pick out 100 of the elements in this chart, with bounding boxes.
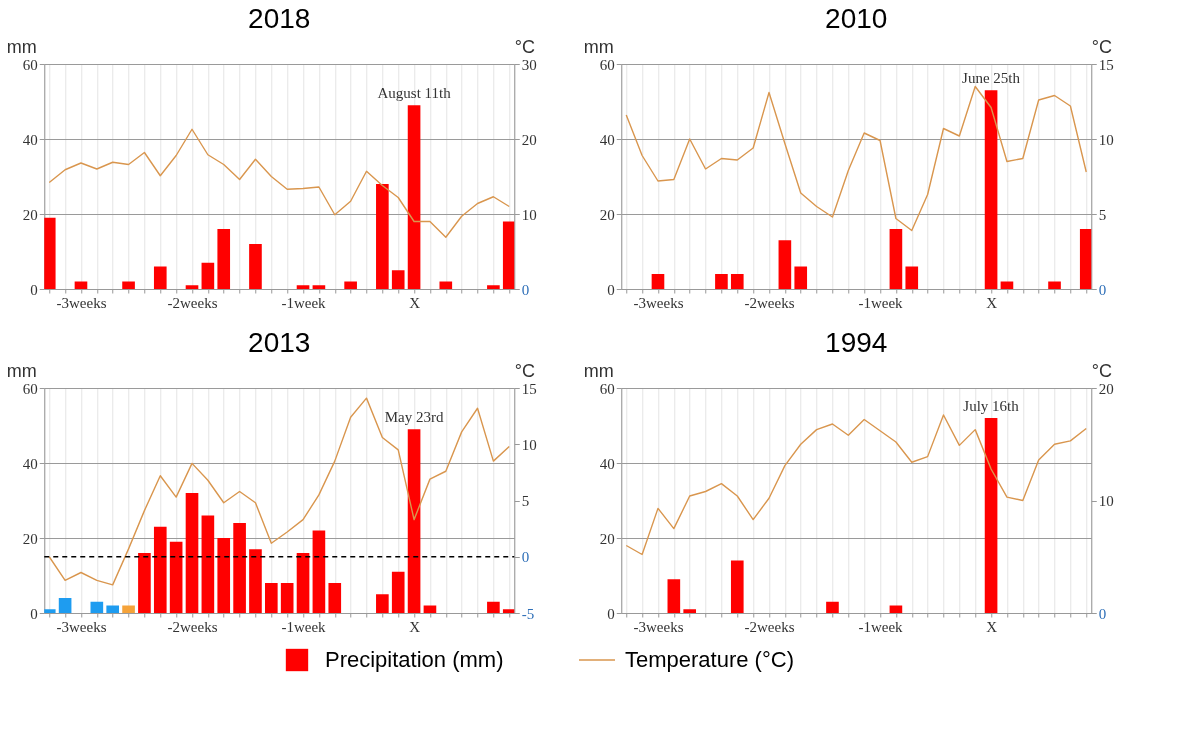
y-tick-label: 60 [22,56,38,73]
bar [1079,229,1092,289]
bar [185,285,199,289]
chart-title: 2010 [825,3,888,34]
line-series [48,397,510,586]
y2-tick-label: 0 [521,549,530,566]
y-tick-label: 60 [599,56,615,73]
chart-title: 2018 [248,3,311,34]
chart-title: 1994 [825,327,888,358]
y2-axis-title: °C [514,360,535,381]
y2-tick-label: -5 [521,605,535,622]
bar [407,429,421,613]
x-tick-label: -3weeks [633,294,684,311]
line-series [625,414,1087,556]
bar [984,90,998,289]
bar [185,493,199,613]
y2-tick-label: 15 [1098,56,1114,73]
x-tick-label: -3weeks [56,618,107,635]
legend-label: Temperature (°C) [625,647,794,672]
bar [778,240,792,289]
y2-axis-title: °C [514,36,535,57]
y2-tick-label: 10 [521,436,537,453]
bar [312,530,326,613]
y-tick-label: 0 [30,281,38,298]
x-tick-label: -3weeks [56,294,107,311]
bar [90,601,104,613]
y2-tick-label: 0 [521,281,530,298]
bar [122,605,135,613]
legend-label: Precipitation (mm) [325,647,504,672]
y-axis-title: mm [6,360,37,381]
bar [439,281,453,289]
bar [905,266,919,289]
y2-tick-label: 20 [521,131,537,148]
bar [794,266,808,289]
x-tick-label: X [409,618,421,635]
y2-tick-label: 15 [521,380,537,397]
bar [730,274,744,289]
bar [502,221,515,289]
annotation: July 16th [963,398,1020,414]
y-tick-label: 20 [22,530,38,547]
x-tick-label: X [986,618,998,635]
y2-tick-label: 0 [1098,281,1107,298]
y2-tick-label: 10 [1098,131,1114,148]
bar [153,266,167,289]
bar [984,418,998,613]
bar [502,609,515,613]
bar [44,609,56,613]
bar [730,560,744,613]
bar [201,262,215,289]
bar [487,601,500,613]
bar [715,274,728,289]
bar [407,105,421,289]
annotation: August 11th [377,85,452,102]
bar [667,579,681,613]
bar [265,583,278,613]
bar [391,571,405,613]
bar [249,549,262,613]
bar [233,523,246,613]
bar [153,526,167,613]
y-tick-label: 0 [607,605,615,622]
y2-tick-label: 10 [1098,493,1114,509]
y2-tick-label: 5 [1098,206,1107,223]
x-tick-label: -1week [281,618,327,635]
x-tick-label: -1week [858,618,904,635]
y-axis-title: mm [583,360,614,381]
y2-tick-label: 30 [521,56,537,73]
x-tick-label: -1week [281,294,327,311]
y-tick-label: 40 [599,131,615,148]
annotation: May 23rd [384,409,444,426]
y-tick-label: 20 [22,206,38,223]
y-tick-label: 40 [22,131,38,148]
bar [683,609,697,613]
bar [106,605,120,613]
bar [217,538,231,613]
y2-tick-label: 0 [1098,605,1107,622]
bar [58,598,72,613]
x-tick-label: -2weeks [167,618,218,635]
bar [122,281,135,289]
x-tick-label: -2weeks [744,618,795,635]
bar [889,229,903,289]
y-tick-label: 40 [22,455,38,472]
bar [201,515,215,613]
bar [344,281,357,289]
y-tick-label: 20 [599,530,615,547]
y-tick-label: 0 [607,281,615,298]
y-tick-label: 60 [599,380,615,397]
y-tick-label: 20 [599,206,615,223]
x-tick-label: -2weeks [744,294,795,311]
line-series [48,128,510,238]
y2-tick-label: 5 [521,493,530,509]
y-tick-label: 40 [599,455,615,472]
bar [391,270,405,289]
y-tick-label: 0 [30,605,38,622]
x-tick-label: -2weeks [167,294,218,311]
bar [376,184,389,289]
y2-tick-label: 20 [1098,380,1114,397]
bar [376,594,389,613]
x-tick-label: X [409,294,421,311]
x-tick-label: X [986,294,998,311]
line-series [625,85,1087,232]
